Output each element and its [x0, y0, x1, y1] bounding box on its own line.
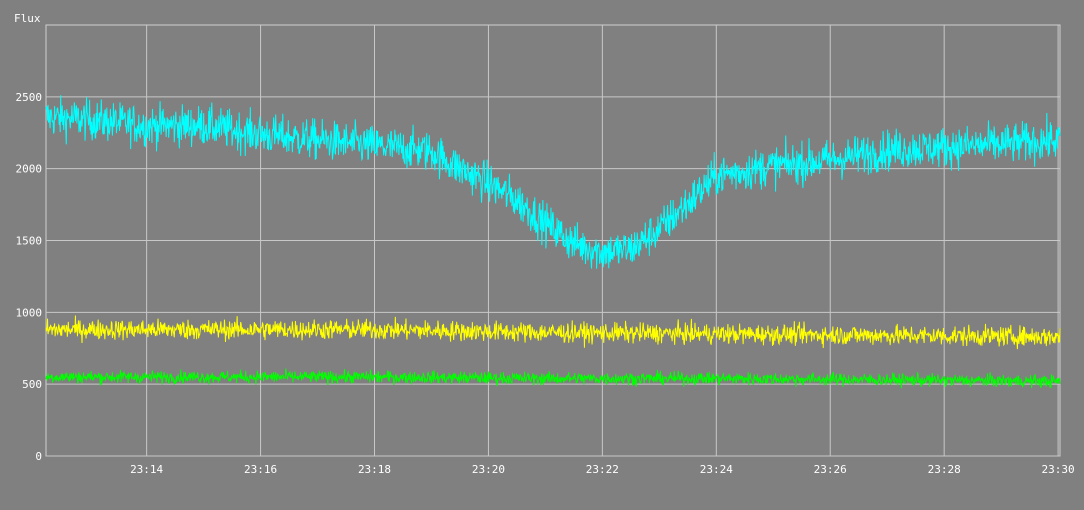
y-axis-title: Flux	[14, 12, 41, 25]
series-3-line	[45, 368, 1061, 389]
x-tick-label: 23:14	[130, 463, 163, 476]
x-tick-labels: 23:14 23:16 23:18 23:20 23:22 23:24 23:26 23:28…	[130, 463, 1075, 476]
x-tick-label: 23:26	[814, 463, 847, 476]
series-1-line	[45, 95, 1061, 269]
series-1	[45, 95, 1061, 269]
y-tick-label: 500	[22, 378, 42, 391]
series-2	[45, 315, 1061, 350]
x-tick-label: 23:24	[700, 463, 733, 476]
series-2-line	[45, 315, 1061, 350]
grid-lines	[46, 25, 1060, 457]
y-tick-label: 0	[35, 450, 42, 463]
x-tick-label: 23:30	[1042, 463, 1075, 476]
x-tick-label: 23:28	[928, 463, 961, 476]
y-tick-label: 2000	[16, 163, 43, 176]
x-tick-label: 23:22	[586, 463, 619, 476]
x-tick-label: 23:16	[244, 463, 277, 476]
series-3	[45, 368, 1061, 389]
y-tick-label: 2500	[16, 91, 43, 104]
y-tick-label: 1500	[16, 235, 43, 248]
x-tick-label: 23:18	[358, 463, 391, 476]
y-tick-labels: 0 500 1000 1500 2000 2500	[16, 91, 43, 463]
x-tick-label: 23:20	[472, 463, 505, 476]
y-tick-label: 1000	[16, 306, 43, 319]
series-group	[45, 95, 1061, 389]
